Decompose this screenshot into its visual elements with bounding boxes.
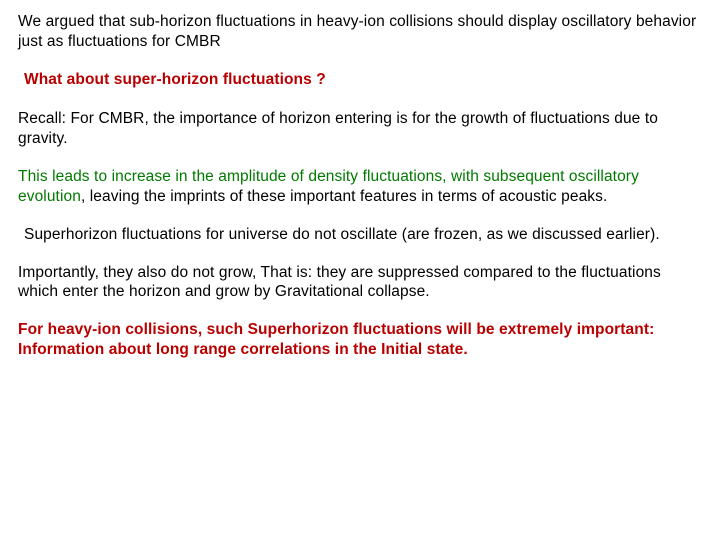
para-leads-to-black: , leaving the imprints of these importan… <box>81 188 607 205</box>
slide: We argued that sub-horizon fluctuations … <box>0 0 720 540</box>
para-question: What about super-horizon fluctuations ? <box>18 70 698 90</box>
para-superhorizon-frozen: Superhorizon fluctuations for universe d… <box>18 225 698 245</box>
para-no-grow: Importantly, they also do not grow, That… <box>18 263 698 303</box>
para-intro: We argued that sub-horizon fluctuations … <box>18 12 698 52</box>
para-recall: Recall: For CMBR, the importance of hori… <box>18 109 698 149</box>
para-heavy-ion-important: For heavy-ion collisions, such Superhori… <box>18 320 698 360</box>
para-leads-to: This leads to increase in the amplitude … <box>18 167 698 207</box>
